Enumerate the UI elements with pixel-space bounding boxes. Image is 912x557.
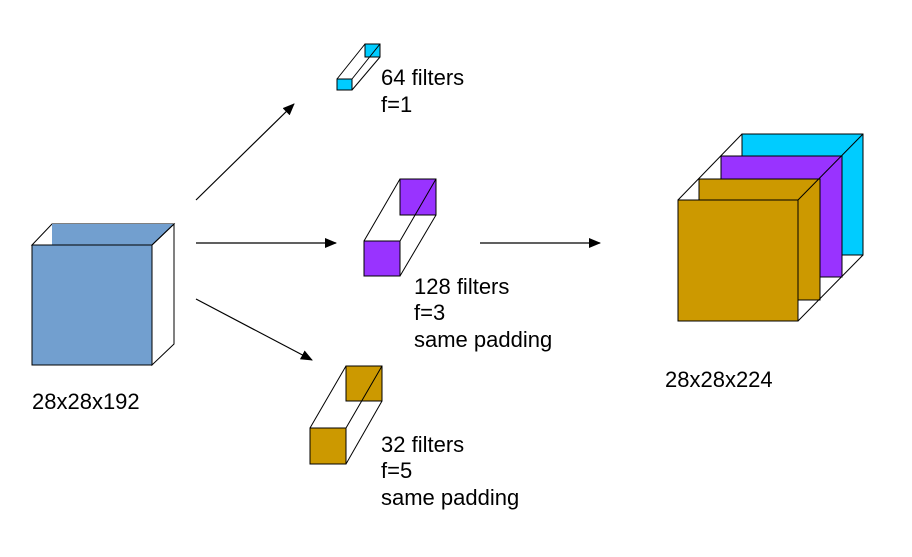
conv3x3-filter <box>363 178 437 277</box>
conv1x1-filters-label: 64 filters <box>381 65 464 90</box>
conv1x1-filter <box>336 43 381 91</box>
input-volume-right-face <box>151 222 175 367</box>
conv3x3-size-label: f=3 <box>414 300 445 325</box>
conv5x5-size-label: f=5 <box>381 458 412 483</box>
conv5x5-filters-label: 32 filters <box>381 432 464 457</box>
output-volume-label: 28x28x224 <box>665 367 773 392</box>
conv5x5-filter <box>309 365 383 465</box>
conv3x3-back-face <box>399 178 437 216</box>
output-layer-front <box>677 199 799 322</box>
conv3x3-filters-label: 128 filters <box>414 274 509 299</box>
input-volume <box>30 222 176 367</box>
conv1x1-size-label: f=1 <box>381 92 412 117</box>
conv5x5-padding-label: same padding <box>381 485 519 510</box>
arrow-to-conv1x1 <box>195 103 295 201</box>
conv3x3-front-face <box>363 240 401 277</box>
conv1x1-front-face <box>336 78 353 91</box>
conv1x1-back-face <box>364 43 381 58</box>
conv5x5-back-face <box>345 365 383 402</box>
arrow-to-conv5x5 <box>195 298 313 361</box>
conv3x3-padding-label: same padding <box>414 327 552 352</box>
input-volume-label: 28x28x192 <box>32 389 140 414</box>
conv5x5-front-face <box>309 427 347 465</box>
output-volume <box>677 133 864 322</box>
input-volume-front-face <box>31 244 153 366</box>
